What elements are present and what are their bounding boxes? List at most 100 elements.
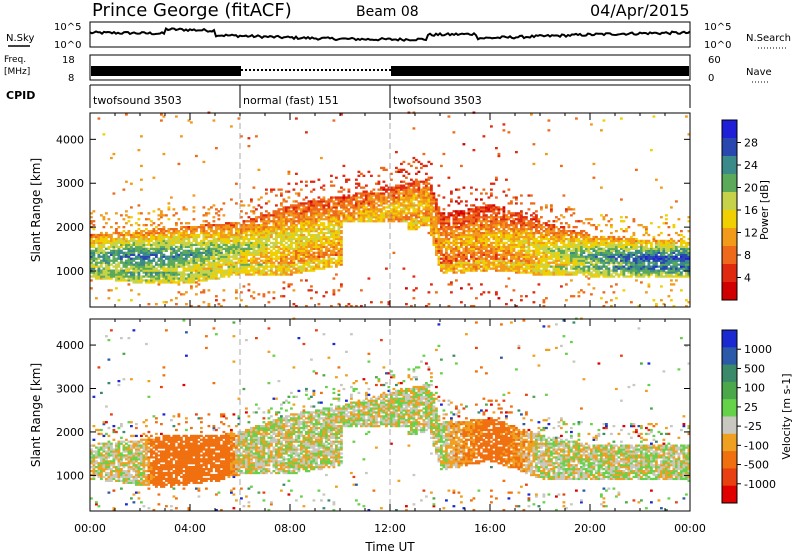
- data-cell: [527, 226, 531, 229]
- data-cell: [222, 224, 226, 227]
- data-cell: [160, 113, 163, 116]
- data-cell: [500, 218, 503, 221]
- data-cell: [472, 269, 476, 272]
- data-cell: [315, 212, 318, 215]
- data-cell: [420, 188, 423, 191]
- data-cell: [285, 245, 288, 249]
- data-cell: [212, 241, 216, 245]
- data-cell: [227, 253, 231, 256]
- data-cell: [550, 208, 553, 211]
- data-cell: [292, 261, 296, 264]
- data-cell: [127, 216, 131, 219]
- data-cell: [317, 216, 321, 219]
- data-cell: [267, 233, 271, 237]
- data-cell: [482, 224, 486, 227]
- data-cell: [250, 241, 253, 245]
- data-cell: [492, 257, 496, 260]
- data-cell: [472, 228, 476, 231]
- data-cell: [132, 247, 136, 250]
- data-cell: [432, 233, 436, 237]
- data-cell: [140, 135, 143, 138]
- data-cell: [392, 202, 396, 205]
- data-cell: [472, 231, 476, 235]
- data-cell: [315, 267, 318, 270]
- data-cell: [482, 212, 486, 215]
- data-cell: [472, 267, 476, 270]
- data-cell: [132, 239, 136, 243]
- data-cell: [465, 255, 468, 258]
- data-cell: [455, 249, 458, 252]
- data-cell: [522, 249, 526, 252]
- data-cell: [137, 255, 141, 258]
- data-cell: [307, 257, 311, 260]
- data-cell: [535, 255, 538, 258]
- data-cell: [187, 239, 191, 243]
- data-cell: [205, 277, 208, 280]
- data-cell: [312, 255, 316, 258]
- data-cell: [370, 220, 373, 223]
- data-cell: [447, 243, 451, 247]
- data-cell: [445, 218, 448, 221]
- data-cell: [260, 230, 263, 233]
- data-cell: [525, 239, 528, 243]
- data-cell: [532, 249, 536, 252]
- data-cell: [212, 255, 216, 258]
- data-cell: [202, 228, 206, 231]
- data-cell: [177, 233, 181, 237]
- data-cell: [90, 245, 93, 249]
- data-cell: [322, 214, 326, 217]
- data-cell: [92, 224, 96, 227]
- data-cell: [135, 279, 138, 282]
- data-cell: [402, 208, 406, 211]
- data-cell: [247, 273, 251, 276]
- data-cell: [182, 233, 186, 237]
- data-cell: [277, 263, 281, 266]
- data-cell: [122, 255, 126, 258]
- data-cell: [242, 269, 246, 272]
- data-cell: [460, 251, 463, 254]
- data-cell: [292, 218, 296, 221]
- data-cell: [472, 204, 476, 207]
- data-cell: [340, 190, 343, 193]
- data-cell: [455, 188, 458, 191]
- data-cell: [457, 218, 461, 221]
- data-cell: [475, 230, 478, 233]
- data-cell: [527, 241, 531, 245]
- data-cell: [147, 263, 151, 266]
- data-cell: [162, 239, 166, 243]
- data-cell: [470, 220, 473, 223]
- data-cell: [272, 291, 276, 294]
- data-cell: [482, 214, 486, 217]
- data-cell: [152, 222, 156, 225]
- data-cell: [302, 210, 306, 213]
- data-cell: [267, 265, 271, 268]
- data-cell: [295, 239, 298, 243]
- data-cell: [297, 249, 301, 252]
- data-cell: [232, 271, 236, 274]
- data-cell: [305, 216, 308, 219]
- data-cell: [352, 212, 356, 215]
- data-cell: [165, 271, 168, 274]
- data-cell: [480, 210, 483, 213]
- data-cell: [487, 245, 491, 249]
- data-cell: [275, 255, 278, 258]
- data-cell: [125, 214, 128, 217]
- data-cell: [322, 196, 326, 199]
- data-cell: [292, 255, 296, 258]
- data-cell: [485, 249, 488, 252]
- data-cell: [505, 249, 508, 252]
- data-cell: [232, 241, 236, 245]
- data-cell: [297, 251, 301, 254]
- data-cell: [290, 273, 293, 276]
- data-cell: [447, 233, 451, 237]
- data-cell: [175, 255, 178, 258]
- data-cell: [387, 303, 391, 306]
- data-cell: [237, 239, 241, 243]
- data-cell: [127, 269, 131, 272]
- data-cell: [187, 119, 191, 122]
- data-cell: [290, 235, 293, 239]
- data-cell: [150, 247, 153, 250]
- data-cell: [532, 239, 536, 243]
- data-cell: [137, 273, 141, 276]
- data-cell: [397, 210, 401, 213]
